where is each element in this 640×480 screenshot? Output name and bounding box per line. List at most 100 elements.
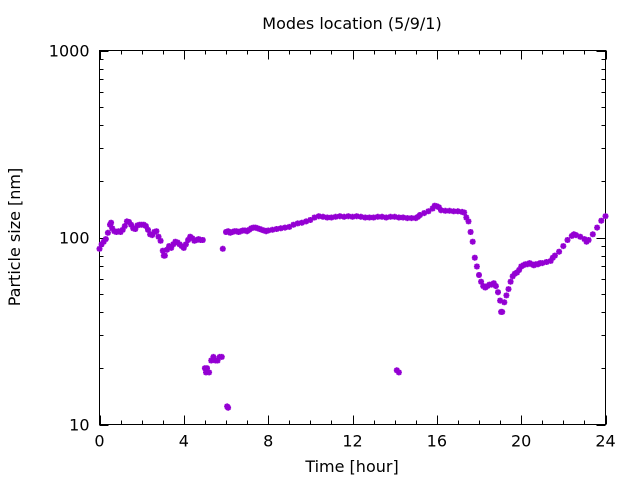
data-point [286,223,293,230]
data-point [155,233,162,240]
data-point [168,244,175,251]
data-point [539,260,546,267]
data-point [577,233,584,240]
data-point [585,237,592,243]
data-point [476,272,482,278]
data-point [400,214,407,221]
data-point [157,237,164,244]
data-point [564,237,571,243]
data-point [357,213,364,220]
axis-ticks [99,50,607,426]
data-point [307,217,314,223]
data-point [429,205,436,212]
data-point [336,213,343,220]
data-point [499,308,506,315]
data-point [465,218,472,225]
data-point [121,223,128,230]
data-point [341,213,348,220]
data-point [514,269,520,276]
data-point [495,289,501,296]
data-point [170,241,177,248]
data-point [290,221,297,228]
data-point [467,229,474,235]
data-point [102,236,109,243]
data-point [273,226,280,232]
data-point [589,231,596,238]
data-point [391,213,398,220]
data-point [164,246,170,253]
data-point [104,229,111,236]
data-point [469,238,476,245]
x-tick-label: 4 [179,432,189,451]
data-point [490,280,497,287]
data-point [294,220,301,227]
data-point [556,248,563,255]
y-axis-label: Particle size [nm] [5,168,24,307]
data-point [324,214,331,221]
data-point [509,273,516,280]
data-point [551,252,558,259]
data-point [142,223,149,230]
data-point [598,217,605,224]
x-tick-label: 24 [595,432,615,451]
plot-frame [99,50,606,425]
data-point [370,214,377,221]
data-point [320,213,326,220]
x-tick-labels: 0 4 8 12 16 20 24 [94,432,615,451]
data-point [282,224,288,231]
data-point [478,278,485,285]
data-point [145,226,151,233]
data-point [450,208,457,215]
data-point [362,214,369,221]
data-point [395,214,402,221]
data-point [199,237,206,243]
data-point [210,353,217,360]
data-point [353,213,360,220]
data-point [404,215,411,222]
data-point [96,245,103,252]
x-axis-label: Time [hour] [304,457,398,476]
data-point [298,219,305,226]
data-point [128,221,135,228]
data-point [505,286,512,293]
data-point [219,245,226,252]
data-point [387,213,394,220]
data-point [543,259,550,265]
data-point [473,263,480,270]
data-point [269,226,276,233]
data-point [119,226,126,233]
data-point [161,252,168,259]
data-point [182,241,189,248]
data-point [497,297,504,304]
data-points [96,202,609,411]
data-point [328,214,335,221]
data-point [153,228,160,235]
data-point [214,357,221,364]
x-tick-label: 20 [511,432,531,451]
data-point [265,227,272,234]
data-point [109,225,116,232]
data-point [315,213,322,220]
data-point [438,207,444,214]
data-point [446,207,453,214]
data-point [463,214,470,221]
y-tick-label: 100 [59,229,90,248]
data-point [303,218,310,225]
data-point [206,369,213,376]
x-tick-label: 8 [263,432,273,451]
data-point [225,404,232,411]
data-point [516,267,523,273]
y-tick-label: 1000 [49,42,90,61]
data-point [126,219,132,225]
data-point [180,244,187,251]
data-point [208,357,215,364]
data-point [501,299,508,306]
data-point [149,232,156,239]
data-point [311,214,318,221]
data-point [366,214,373,221]
data-point [442,207,449,214]
data-point [189,235,196,242]
data-point [581,236,588,243]
chart-title: Modes location (5/9/1) [262,14,441,33]
